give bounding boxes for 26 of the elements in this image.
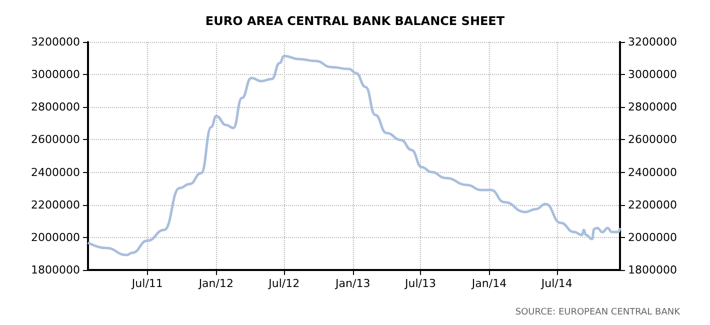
- y-tick-label: 2000000: [31, 230, 80, 244]
- y2-tick-label: 2800000: [628, 100, 677, 114]
- y-tick-label: 3200000: [31, 36, 80, 48]
- x-tick-label: Jan/14: [470, 277, 507, 290]
- source-note: SOURCE: EUROPEAN CENTRAL BANK: [515, 308, 682, 318]
- y-tick-label: 3000000: [31, 68, 80, 82]
- line-series: [86, 54, 622, 256]
- y2-tick-label: 2200000: [628, 198, 677, 212]
- y-tick-label: 2200000: [31, 198, 80, 212]
- y2-tick-label: 2000000: [628, 230, 677, 244]
- y-tick-label: 1800000: [31, 264, 80, 276]
- y-tick-label: 2400000: [31, 166, 80, 179]
- x-tick-label: Jul/13: [404, 277, 436, 290]
- x-tick-label: Jul/12: [268, 277, 300, 290]
- y2-tick-label: 1800000: [628, 264, 677, 276]
- y2-tick-label: 2400000: [628, 166, 677, 179]
- x-tick-label: Jul/11: [130, 277, 163, 290]
- y2-tick-label: 3200000: [628, 36, 677, 48]
- y2-tick-label: 2600000: [628, 133, 677, 146]
- chart-title: EURO AREA CENTRAL BANK BALANCE SHEET: [205, 14, 506, 28]
- x-tick-label: Jan/12: [198, 277, 234, 290]
- y-tick-label: 2600000: [31, 133, 80, 146]
- x-tick-label: Jul/14: [540, 277, 572, 290]
- y-tick-label: 2800000: [31, 100, 80, 114]
- y2-tick-label: 3000000: [628, 68, 677, 82]
- x-tick-label: Jan/13: [334, 277, 370, 290]
